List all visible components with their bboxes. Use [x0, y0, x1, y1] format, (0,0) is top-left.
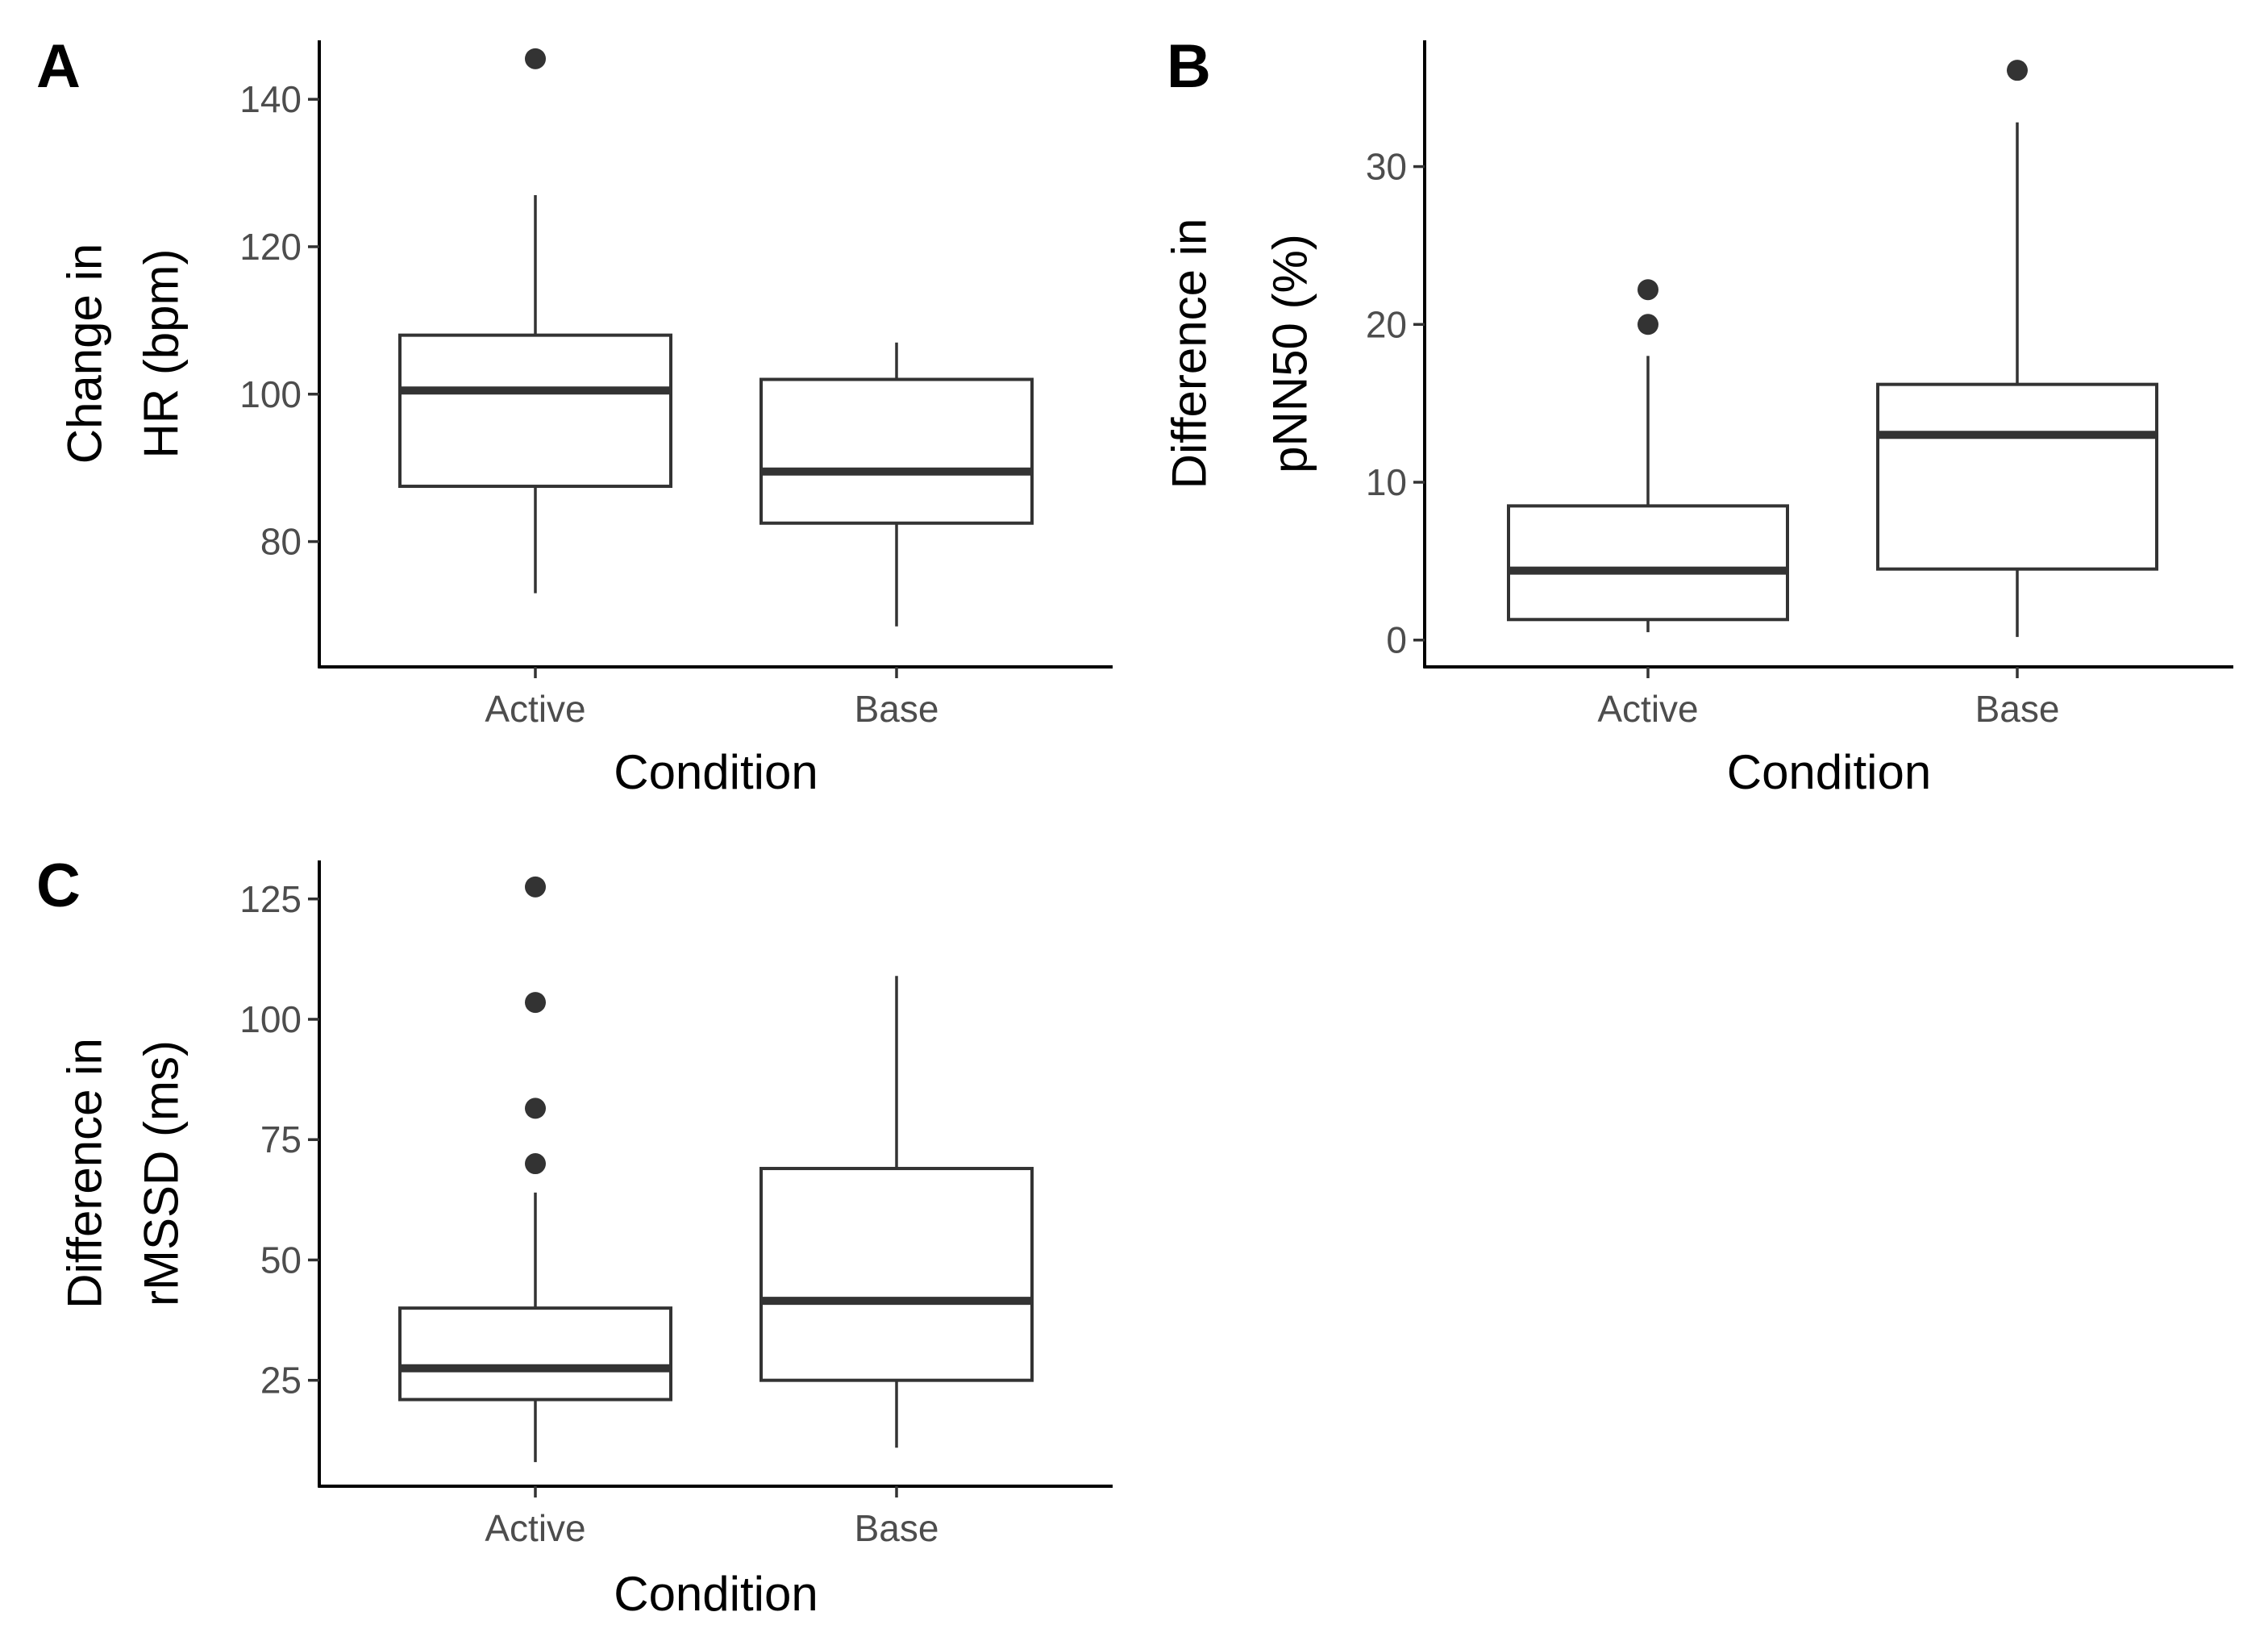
- panel-a-y-tick-label: 120: [239, 226, 302, 268]
- panel-c-y-tick-label: 50: [260, 1239, 302, 1281]
- panel-c-base-box: [759, 1167, 1034, 1382]
- panel-b-y-tick-label: 20: [1366, 303, 1407, 345]
- panel-a-base-box: [759, 377, 1034, 525]
- panel-c-y-axis-title-line-2: rMSSD (ms): [135, 1040, 189, 1306]
- panel-c-y-tick-label: 125: [239, 878, 302, 920]
- panel-a-y-tick-label: 100: [239, 373, 302, 415]
- panel-a-label: A: [36, 32, 81, 101]
- panel-b-x-axis-title: Condition: [1727, 745, 1932, 799]
- panel-a-x-axis-title: Condition: [614, 745, 818, 799]
- panel-b-base-box: [1876, 382, 2158, 571]
- panel-a-y-tick-label: 80: [260, 521, 302, 563]
- panel-b-active-outlier: [1638, 279, 1658, 301]
- panel-a-y-axis-title-line-2: HR (bpm): [135, 248, 189, 458]
- panel-b-active-box: [1507, 504, 1789, 622]
- panel-a-y-tick-label: 140: [239, 78, 302, 120]
- panel-c-x-tick-label-base: Base: [855, 1507, 939, 1549]
- panel-c-y-tick-label: 25: [260, 1360, 302, 1402]
- panel-c-y-tick-label: 100: [239, 998, 302, 1040]
- panel-a-x-tick-label-active: Active: [485, 688, 585, 730]
- panel-a-y-axis-title-line-1: Change in: [58, 244, 112, 464]
- panel-c-label: C: [36, 852, 81, 920]
- panel-b-y-tick-label: 30: [1366, 146, 1407, 188]
- panel-b-y-axis-title-line-1: Difference in: [1163, 219, 1217, 489]
- panel-c-active-outlier: [525, 1098, 546, 1119]
- panel-a-active-outlier: [525, 48, 546, 69]
- panel-b-base-outlier: [2007, 60, 2028, 81]
- panel-b-y-axis-title-line-2: pNN50 (%): [1263, 234, 1317, 473]
- panel-c-x-axis-title: Condition: [614, 1567, 818, 1621]
- panel-a-x-tick-label-base: Base: [855, 688, 939, 730]
- panel-c-active-outlier: [525, 992, 546, 1014]
- panel-c-active-outlier: [525, 876, 546, 898]
- panel-c-active-box: [398, 1306, 672, 1402]
- panel-b-x-tick-label-active: Active: [1597, 688, 1698, 730]
- panel-b-y-tick-label: 0: [1386, 619, 1407, 661]
- panel-b-y-tick-label: 10: [1366, 461, 1407, 503]
- panel-b-active-outlier: [1638, 314, 1658, 335]
- panel-b-x-tick-label-base: Base: [1975, 688, 2060, 730]
- panel-c-active-outlier: [525, 1153, 546, 1175]
- panel-c-y-axis-title-line-1: Difference in: [58, 1038, 112, 1309]
- panel-a-active-box: [398, 333, 672, 489]
- panel-c-x-tick-label-active: Active: [485, 1507, 585, 1549]
- panel-b-label: B: [1167, 32, 1211, 101]
- panel-c-y-tick-label: 75: [260, 1118, 302, 1160]
